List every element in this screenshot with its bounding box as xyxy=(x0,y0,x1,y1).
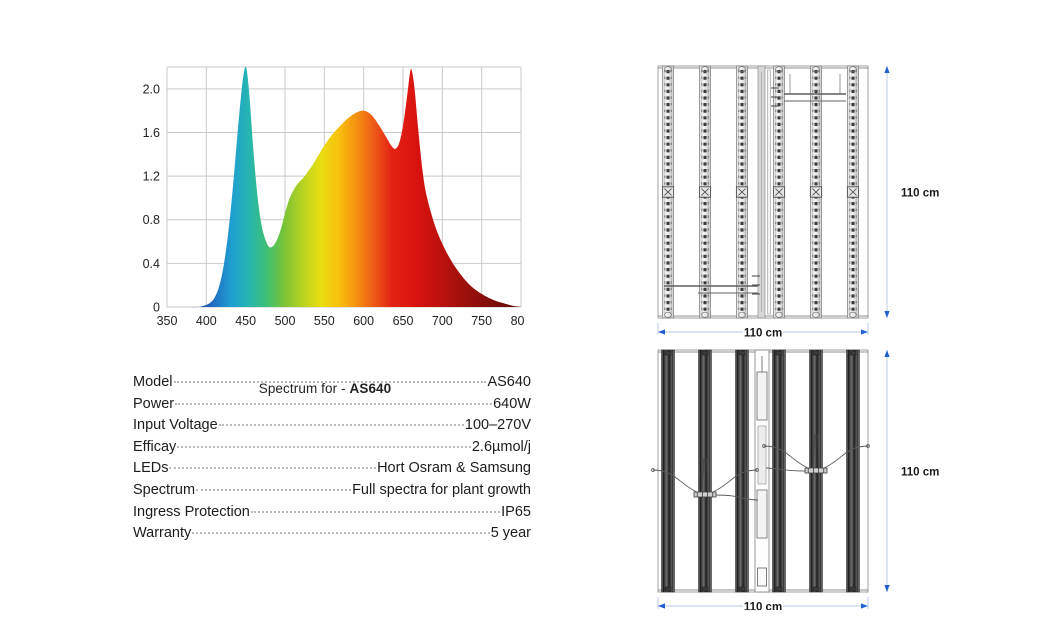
specification-list: Model AS640 Power 640W Input Voltage 100–270V… xyxy=(133,372,531,545)
svg-text:1.2: 1.2 xyxy=(143,170,160,184)
spec-leader-dots xyxy=(250,510,501,513)
spec-row: Model AS640 xyxy=(133,372,531,394)
top-view-height-dimension: 110 cm xyxy=(901,188,939,200)
svg-text:600: 600 xyxy=(353,314,374,328)
svg-text:550: 550 xyxy=(314,314,335,328)
spec-value: 5 year xyxy=(490,525,531,542)
bottom-view-height-dimension: 110 cm xyxy=(901,467,939,479)
svg-text:0.4: 0.4 xyxy=(143,257,160,271)
technical-drawings-svg: 110 cm 110 cm 110 cm 110 cm xyxy=(651,65,939,611)
spec-row: Power 640W xyxy=(133,394,531,416)
spec-row: Input Voltage 100–270V xyxy=(133,415,531,437)
spectrum-chart-svg: 0 0.4 0.8 1.2 1.6 2.0 350 400 450 500 550 600 650 70… xyxy=(143,66,525,328)
spec-row: Warranty 5 year xyxy=(133,523,531,545)
spec-label: Input Voltage xyxy=(133,417,218,434)
svg-text:750: 750 xyxy=(471,314,492,328)
svg-text:650: 650 xyxy=(393,314,414,328)
svg-text:800: 800 xyxy=(511,314,525,328)
chart-x-tick-labels: 350 400 450 500 550 600 650 700 750 800 xyxy=(157,314,525,328)
dimension-lines: 110 cm 110 cm 110 cm 110 cm xyxy=(657,66,939,611)
spec-value: Hort Osram & Samsung xyxy=(377,460,531,477)
bottom-view-width-dimension: 110 cm xyxy=(744,602,782,611)
spec-row: Efficay 2.6µmol/j xyxy=(133,437,531,459)
svg-text:0.8: 0.8 xyxy=(143,213,160,227)
chart-caption-model: AS640 xyxy=(349,381,392,396)
svg-text:700: 700 xyxy=(432,314,453,328)
top-view-drawing xyxy=(657,65,869,319)
svg-text:500: 500 xyxy=(275,314,296,328)
spec-value: 640W xyxy=(493,395,531,412)
spec-value: 2.6µmol/j xyxy=(471,438,531,455)
spec-value: Full spectra for plant growth xyxy=(352,481,531,498)
spec-leader-dots xyxy=(173,381,487,383)
spec-label: Power xyxy=(133,395,175,412)
spec-label: Warranty xyxy=(133,525,192,542)
spec-row: Ingress Protection IP65 xyxy=(133,502,531,524)
spec-row: LEDs Hort Osram & Samsung xyxy=(133,458,531,480)
left-column: 0 0.4 0.8 1.2 1.6 2.0 350 400 450 500 550 600 650 70… xyxy=(125,55,545,541)
top-view-width-dimension: 110 cm xyxy=(744,328,782,340)
bottom-view-drawing xyxy=(651,349,870,593)
spec-leader-dots xyxy=(192,532,490,535)
spec-value: IP65 xyxy=(501,503,531,520)
spec-leader-dots xyxy=(218,424,464,427)
spec-label: Efficay xyxy=(133,438,177,455)
spec-leader-dots xyxy=(196,488,352,491)
spectrum-curve-fill xyxy=(167,66,521,308)
chart-caption-prefix: Spectrum for - xyxy=(258,381,350,396)
spec-label: Spectrum xyxy=(133,481,196,498)
spec-leader-dots xyxy=(169,467,377,470)
svg-text:0: 0 xyxy=(153,301,160,315)
spectrum-chart: 0 0.4 0.8 1.2 1.6 2.0 350 400 450 500 550 600 650 70… xyxy=(125,55,525,396)
spec-value: 100–270V xyxy=(464,417,531,434)
spec-leader-dots xyxy=(175,402,493,405)
svg-text:1.6: 1.6 xyxy=(143,126,160,140)
chart-y-tick-labels: 0 0.4 0.8 1.2 1.6 2.0 xyxy=(143,82,160,314)
svg-text:350: 350 xyxy=(157,314,178,328)
spec-leader-dots xyxy=(177,445,471,448)
technical-drawings: 110 cm 110 cm 110 cm 110 cm xyxy=(640,50,980,610)
spec-row: Spectrum Full spectra for plant growth xyxy=(133,480,531,502)
spec-label: Model xyxy=(133,374,173,390)
spec-value: AS640 xyxy=(487,374,531,390)
spec-label: LEDs xyxy=(133,460,169,477)
chart-caption: Spectrum for - AS640 xyxy=(125,381,525,396)
svg-text:450: 450 xyxy=(235,314,256,328)
spec-label: Ingress Protection xyxy=(133,503,250,520)
svg-text:400: 400 xyxy=(196,314,217,328)
svg-text:2.0: 2.0 xyxy=(143,82,160,96)
